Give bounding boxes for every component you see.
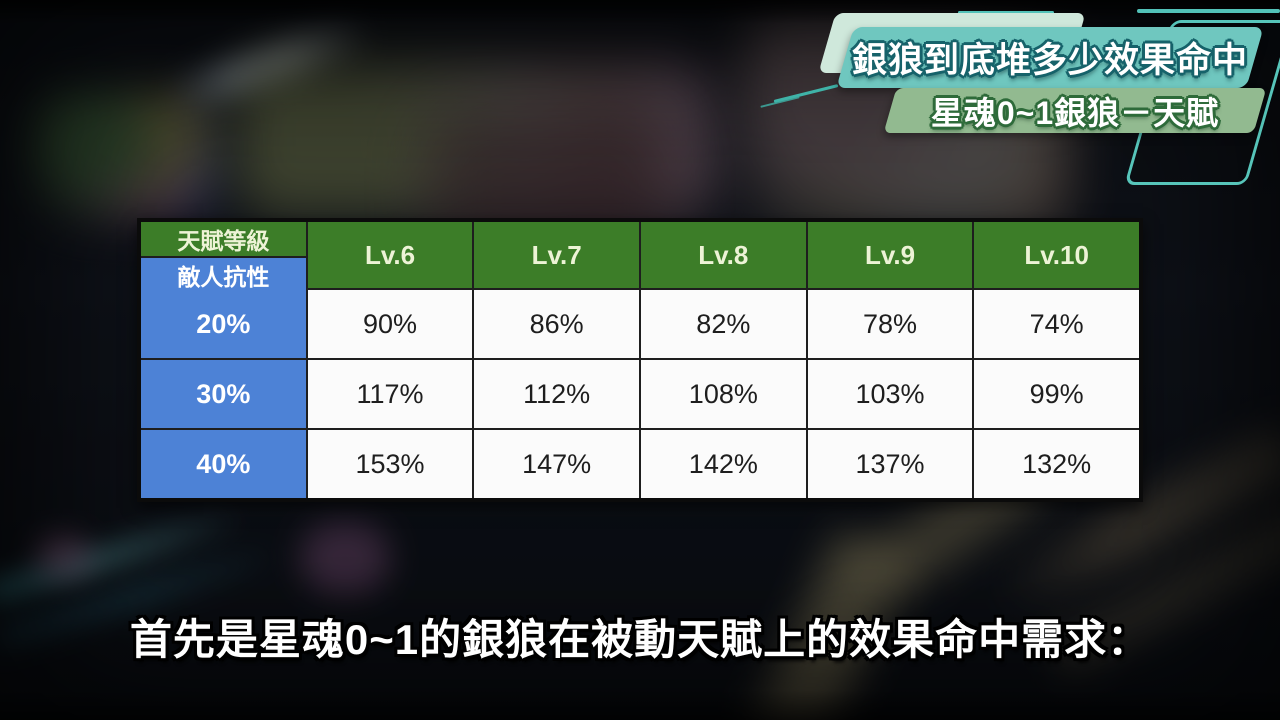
column-header: Lv.8 bbox=[641, 222, 806, 288]
hit-rate-table: 天賦等級 敵人抗性 Lv.6 Lv.7 Lv.8 Lv.9 Lv.10 20% … bbox=[137, 218, 1143, 502]
value-cell: 90% bbox=[307, 290, 473, 358]
value-cell: 99% bbox=[974, 360, 1139, 428]
column-header: Lv.6 bbox=[307, 222, 473, 288]
deco-line bbox=[958, 11, 1054, 14]
column-header: Lv.10 bbox=[974, 222, 1139, 288]
deco-line bbox=[1137, 9, 1280, 13]
corner-header-cell: 天賦等級 敵人抗性 bbox=[141, 222, 306, 292]
video-subtitle: 首先是星魂0~1的銀狼在被動天賦上的效果命中需求： bbox=[129, 616, 1151, 663]
column-header: Lv.9 bbox=[807, 222, 973, 288]
value-cell: 103% bbox=[807, 360, 973, 428]
value-cell: 142% bbox=[641, 430, 806, 498]
value-cell: 86% bbox=[474, 290, 639, 358]
row-header: 20% bbox=[141, 290, 306, 358]
value-cell: 153% bbox=[307, 430, 473, 498]
value-cell: 147% bbox=[474, 430, 639, 498]
value-cell: 82% bbox=[641, 290, 806, 358]
corner-header-talent-level: 天賦等級 bbox=[141, 222, 306, 256]
value-cell: 108% bbox=[641, 360, 806, 428]
value-cell: 78% bbox=[807, 290, 973, 358]
row-header: 40% bbox=[141, 430, 306, 498]
value-cell: 112% bbox=[474, 360, 639, 428]
column-header: Lv.7 bbox=[474, 222, 639, 288]
value-cell: 117% bbox=[307, 360, 473, 428]
banner-title-text: 銀狼到底堆多少效果命中 bbox=[851, 41, 1248, 80]
banner-title-line1: 銀狼到底堆多少效果命中 bbox=[836, 27, 1264, 88]
banner-subtitle-text: 星魂0~1銀狼－天賦 bbox=[930, 94, 1220, 131]
banner-title-line2: 星魂0~1銀狼－天賦 bbox=[883, 88, 1267, 133]
value-cell: 74% bbox=[974, 290, 1139, 358]
value-cell: 137% bbox=[807, 430, 973, 498]
corner-header-enemy-resistance: 敵人抗性 bbox=[141, 258, 306, 292]
row-header: 30% bbox=[141, 360, 306, 428]
value-cell: 132% bbox=[974, 430, 1139, 498]
table-grid: 天賦等級 敵人抗性 Lv.6 Lv.7 Lv.8 Lv.9 Lv.10 20% … bbox=[141, 222, 1139, 498]
